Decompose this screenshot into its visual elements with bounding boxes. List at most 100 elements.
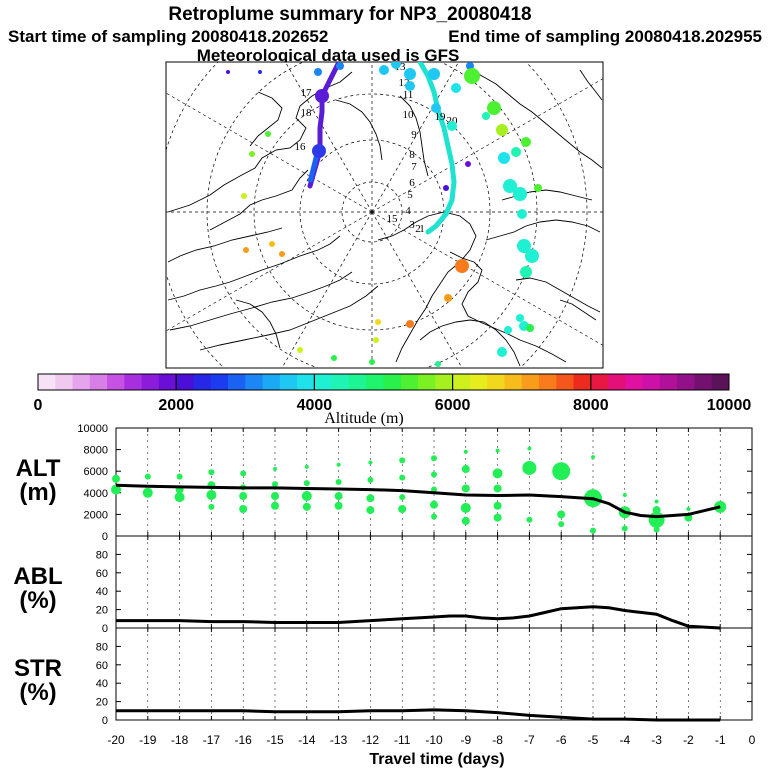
particle-dot	[265, 131, 271, 137]
particle-point	[430, 500, 438, 509]
abl-fraction-line	[116, 605, 721, 630]
coastline	[419, 319, 521, 367]
x-tick-label: -5	[588, 733, 599, 747]
colorbar-tick-label: 8000	[573, 397, 609, 414]
particle-point	[399, 474, 406, 481]
polar-map: 1234567891011121314151617181920	[165, 61, 604, 369]
particle-point	[271, 492, 279, 501]
trajectory-day-label: 5	[407, 189, 413, 201]
colorbar-swatch	[107, 374, 125, 390]
particle-dot	[379, 65, 389, 75]
particle-point	[176, 473, 183, 480]
colorbar-swatch	[210, 374, 229, 390]
y-tick-label: 20	[96, 605, 108, 617]
y-tick-label: 0	[102, 715, 108, 727]
x-tick-label: -8	[492, 733, 503, 747]
particle-dot	[504, 326, 512, 334]
y-tick-label: 40	[96, 586, 108, 598]
trajectory-day-label: 8	[409, 149, 415, 161]
latitude-circle	[166, 62, 588, 368]
trajectory-day-label: 12	[399, 77, 410, 89]
trajectory-day-label: 13	[395, 61, 407, 73]
colorbar-swatch	[452, 374, 471, 390]
particle-dot	[516, 314, 524, 322]
colorbar-frame	[37, 373, 730, 391]
particle-point	[366, 506, 375, 515]
panel-abl: 0 20 40 60 80 ABL(%)	[13, 535, 753, 635]
particle-point	[654, 499, 659, 504]
particle-dot	[513, 187, 527, 201]
x-tick-label: -16	[235, 733, 253, 747]
particle-point	[208, 469, 215, 476]
meridian-line	[371, 78, 603, 213]
trajectory-day-label: 20	[447, 115, 459, 127]
trajectory-marker	[312, 144, 326, 158]
trajectory-day-label: 15	[387, 213, 399, 225]
particle-point	[335, 479, 342, 485]
particle-dot	[464, 68, 480, 84]
particle-point	[591, 455, 595, 460]
map-frame	[165, 61, 604, 369]
trajectory-day-label: 7	[411, 161, 417, 173]
particle-point	[398, 505, 407, 513]
coastline	[169, 271, 353, 331]
particle-point	[206, 489, 217, 500]
particle-point	[304, 464, 309, 469]
x-tick-label: -2	[683, 733, 694, 747]
particle-dot	[498, 152, 510, 164]
x-tick-label: -19	[139, 733, 157, 747]
coastline	[209, 169, 309, 231]
particle-dot	[243, 247, 249, 253]
colorbar-swatch	[124, 374, 143, 390]
colorbar-swatch	[38, 374, 56, 390]
y-tick-label: 0	[102, 531, 108, 543]
map-particle-dots	[226, 62, 542, 367]
altitude-colorbar: 0 2000 4000 6000 8000 10000	[34, 373, 751, 414]
particle-point	[336, 462, 341, 467]
particle-dot	[517, 209, 527, 219]
meridian-line	[371, 211, 603, 346]
particle-dot	[435, 361, 441, 367]
meridian-line	[284, 62, 373, 213]
particle-dot	[443, 185, 449, 191]
particle-point	[495, 448, 500, 453]
x-tick-label: -3	[651, 733, 662, 747]
map-coastlines	[167, 67, 603, 367]
mean-trajectory-low	[417, 62, 457, 235]
colorbar-swatch	[383, 374, 402, 390]
trajectory-day-label: 9	[411, 129, 417, 141]
colorbar-swatch	[418, 374, 436, 390]
particle-dot	[404, 68, 416, 80]
x-tick-label: -9	[460, 733, 471, 747]
particle-point	[461, 484, 470, 493]
x-tick-label: -6	[556, 733, 567, 747]
y-tick-label: 8000	[84, 445, 108, 457]
particle-dot	[526, 324, 534, 332]
x-tick-label: -20	[107, 733, 125, 747]
meridian-line	[166, 211, 373, 332]
colorbar-swatch	[487, 374, 505, 390]
particle-point	[272, 481, 278, 488]
panel-unit: (m)	[19, 479, 56, 506]
particle-dot	[405, 81, 415, 91]
particle-dot	[482, 112, 490, 120]
colorbar-swatch	[504, 374, 523, 390]
colorbar-swatch	[694, 374, 713, 390]
particle-dot	[451, 83, 461, 93]
trajectory-day-label: 17	[301, 87, 313, 99]
particle-point	[461, 516, 470, 525]
coastline	[235, 299, 281, 349]
particle-dot	[525, 249, 539, 263]
trajectory-day-label: 6	[409, 177, 415, 189]
y-tick-label: 0	[102, 623, 108, 635]
particle-dot	[428, 68, 440, 80]
panel-str: 0 20 40 60 80 STR(%)	[14, 627, 753, 727]
meridian-line	[371, 62, 460, 213]
particle-dot	[444, 294, 452, 302]
colorbar-swatch	[625, 374, 644, 390]
colorbar-swatch	[314, 374, 333, 390]
panel-alt: 0 2000 4000 6000 8000 10000 ALT(m)	[16, 423, 753, 543]
meridian-line	[371, 211, 463, 368]
particle-point	[334, 501, 343, 510]
colorbar-swatch	[711, 374, 730, 390]
